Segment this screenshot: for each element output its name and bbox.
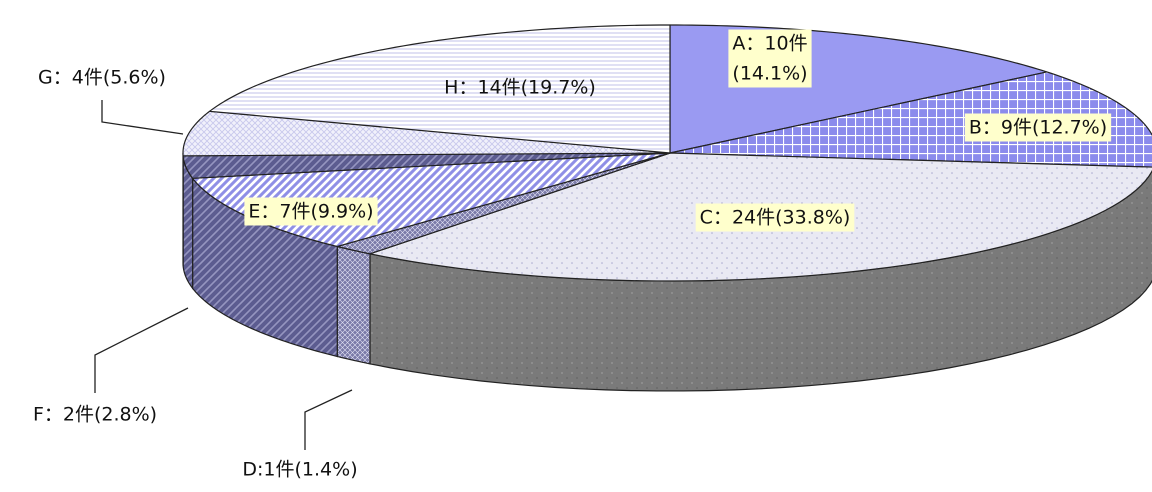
slice-label-text-f: F：2件(2.8%)	[33, 404, 157, 426]
slice-label-text-d: D:1件(1.4%)	[242, 459, 357, 481]
slice-label-c: C：24件(33.8%)	[696, 204, 855, 232]
slice-label-text-b: B：9件(12.7%)	[969, 117, 1107, 139]
slice-label-h: H：14件(19.7%)	[444, 77, 596, 99]
pie-top	[183, 25, 1152, 281]
slice-label-g: G：4件(5.6%)	[38, 67, 183, 135]
leader-line-g	[102, 100, 183, 134]
slice-label-d: D:1件(1.4%)	[242, 390, 357, 481]
pie-side-d	[337, 246, 370, 363]
slice-label-text-e: E：7件(9.9%)	[248, 201, 373, 223]
leader-line-f	[95, 308, 188, 393]
leader-line-d	[305, 390, 352, 450]
slice-label-text-h: H：14件(19.7%)	[444, 77, 596, 99]
slice-label-e: E：7件(9.9%)	[244, 198, 377, 226]
slice-label-text-c: C：24件(33.8%)	[700, 207, 851, 229]
slice-label-a: A：10件 (14.1%)	[728, 30, 811, 88]
slice-label-f: F：2件(2.8%)	[33, 308, 188, 426]
slice-label-text-a: A：10件	[732, 33, 807, 55]
slice-label-b: B：9件(12.7%)	[965, 114, 1111, 142]
slice-label-text-a: (14.1%)	[732, 63, 807, 85]
slice-label-text-g: G：4件(5.6%)	[38, 67, 166, 89]
